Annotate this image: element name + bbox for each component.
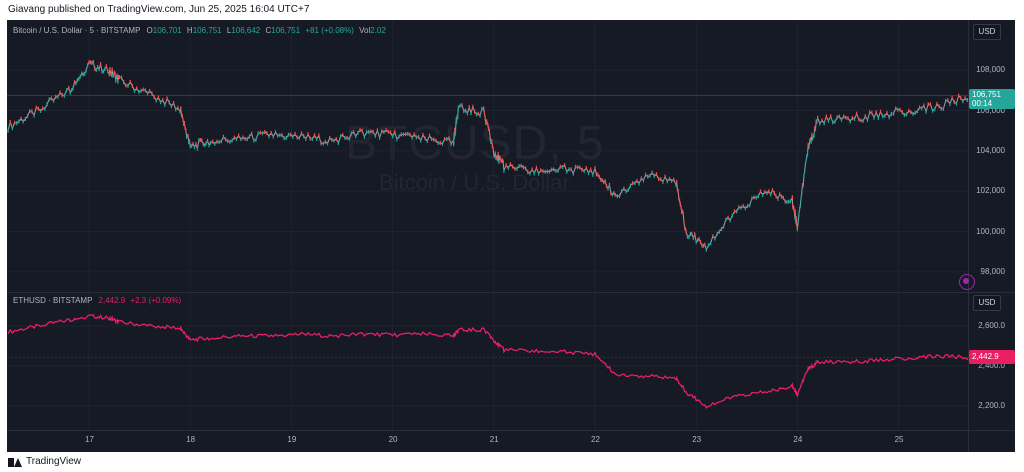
x-tick-label: 25 — [894, 435, 904, 444]
footer-brand[interactable]: TradingView — [8, 456, 81, 467]
open-value: 106,701 — [152, 26, 182, 35]
chart-frame[interactable]: BTCUSD, 5 Bitcoin / U.S. Dollar Bitcoin … — [7, 20, 1015, 452]
eth-y-tick-label: 2,600.0 — [978, 321, 1005, 330]
high-label: H — [186, 26, 193, 35]
btc-currency-button[interactable]: USD — [973, 24, 1001, 40]
published-caption: Giavang published on TradingView.com, Ju… — [8, 4, 310, 15]
x-tick-label: 21 — [489, 435, 499, 444]
close-value: 106,751 — [271, 26, 301, 35]
btc-last-price: 106,751 — [972, 90, 1001, 100]
eth-value: 2,442.9 — [98, 296, 126, 305]
x-tick-label: 22 — [591, 435, 600, 444]
eth-legend[interactable]: ETHUSD · BITSTAMP 2,442.9 +2.3 (+0.09%) — [13, 296, 181, 305]
x-tick-label: 19 — [287, 435, 297, 444]
pane-separator[interactable] — [7, 292, 1015, 293]
btc-y-tick-label: 104,000 — [976, 145, 1005, 155]
eth-change: +2.3 (+0.09%) — [130, 296, 182, 305]
btc-last-price-tag: 106,751 00:14 — [969, 89, 1015, 110]
low-label: L — [226, 26, 232, 35]
low-value: 106,642 — [231, 26, 261, 35]
chart-canvas[interactable] — [7, 20, 1015, 452]
btc-y-tick-label: 100,000 — [976, 226, 1005, 236]
btc-y-tick-label: 102,000 — [976, 186, 1005, 196]
btc-symbol-title: Bitcoin / U.S. Dollar · 5 · BITSTAMP — [13, 26, 141, 35]
btc-y-tick-label: 108,000 — [976, 65, 1005, 75]
eth-y-tick-label: 2,400.0 — [978, 361, 1005, 370]
watermark-ticker: BTCUSD, 5 — [345, 117, 605, 170]
eth-y-tick-label: 2,200.0 — [978, 401, 1005, 410]
volume-label: Vol — [359, 26, 371, 35]
eth-last-price-tag: 2,442.9 — [969, 350, 1015, 365]
open-label: O — [146, 26, 153, 35]
x-tick-label: 23 — [692, 435, 702, 444]
btc-change: +81 (+0.08%) — [305, 26, 354, 35]
high-value: 106,751 — [192, 26, 222, 35]
time-axis-separator — [7, 430, 1015, 431]
eth-price-series-line — [7, 313, 970, 409]
btc-price-series-line — [7, 61, 970, 252]
btc-y-tick-label: 98,000 — [980, 266, 1005, 276]
indicator-icon[interactable] — [959, 274, 975, 290]
price-axis-separator — [968, 20, 969, 452]
x-tick-label: 24 — [793, 435, 803, 444]
x-tick-label: 20 — [388, 435, 398, 444]
x-tick-label: 17 — [85, 435, 94, 444]
volume-value: 2.02 — [370, 26, 386, 35]
x-tick-label: 18 — [186, 435, 196, 444]
close-label: C — [265, 26, 272, 35]
btc-legend[interactable]: Bitcoin / U.S. Dollar · 5 · BITSTAMP O10… — [13, 26, 386, 35]
eth-currency-button[interactable]: USD — [973, 295, 1001, 311]
eth-symbol-title: ETHUSD · BITSTAMP — [13, 296, 93, 305]
footer-brand-text: TradingView — [26, 456, 82, 467]
btc-y-tick-label: 106,000 — [976, 105, 1005, 115]
tradingview-logo-icon — [8, 457, 22, 467]
bar-countdown: 00:14 — [972, 99, 993, 109]
